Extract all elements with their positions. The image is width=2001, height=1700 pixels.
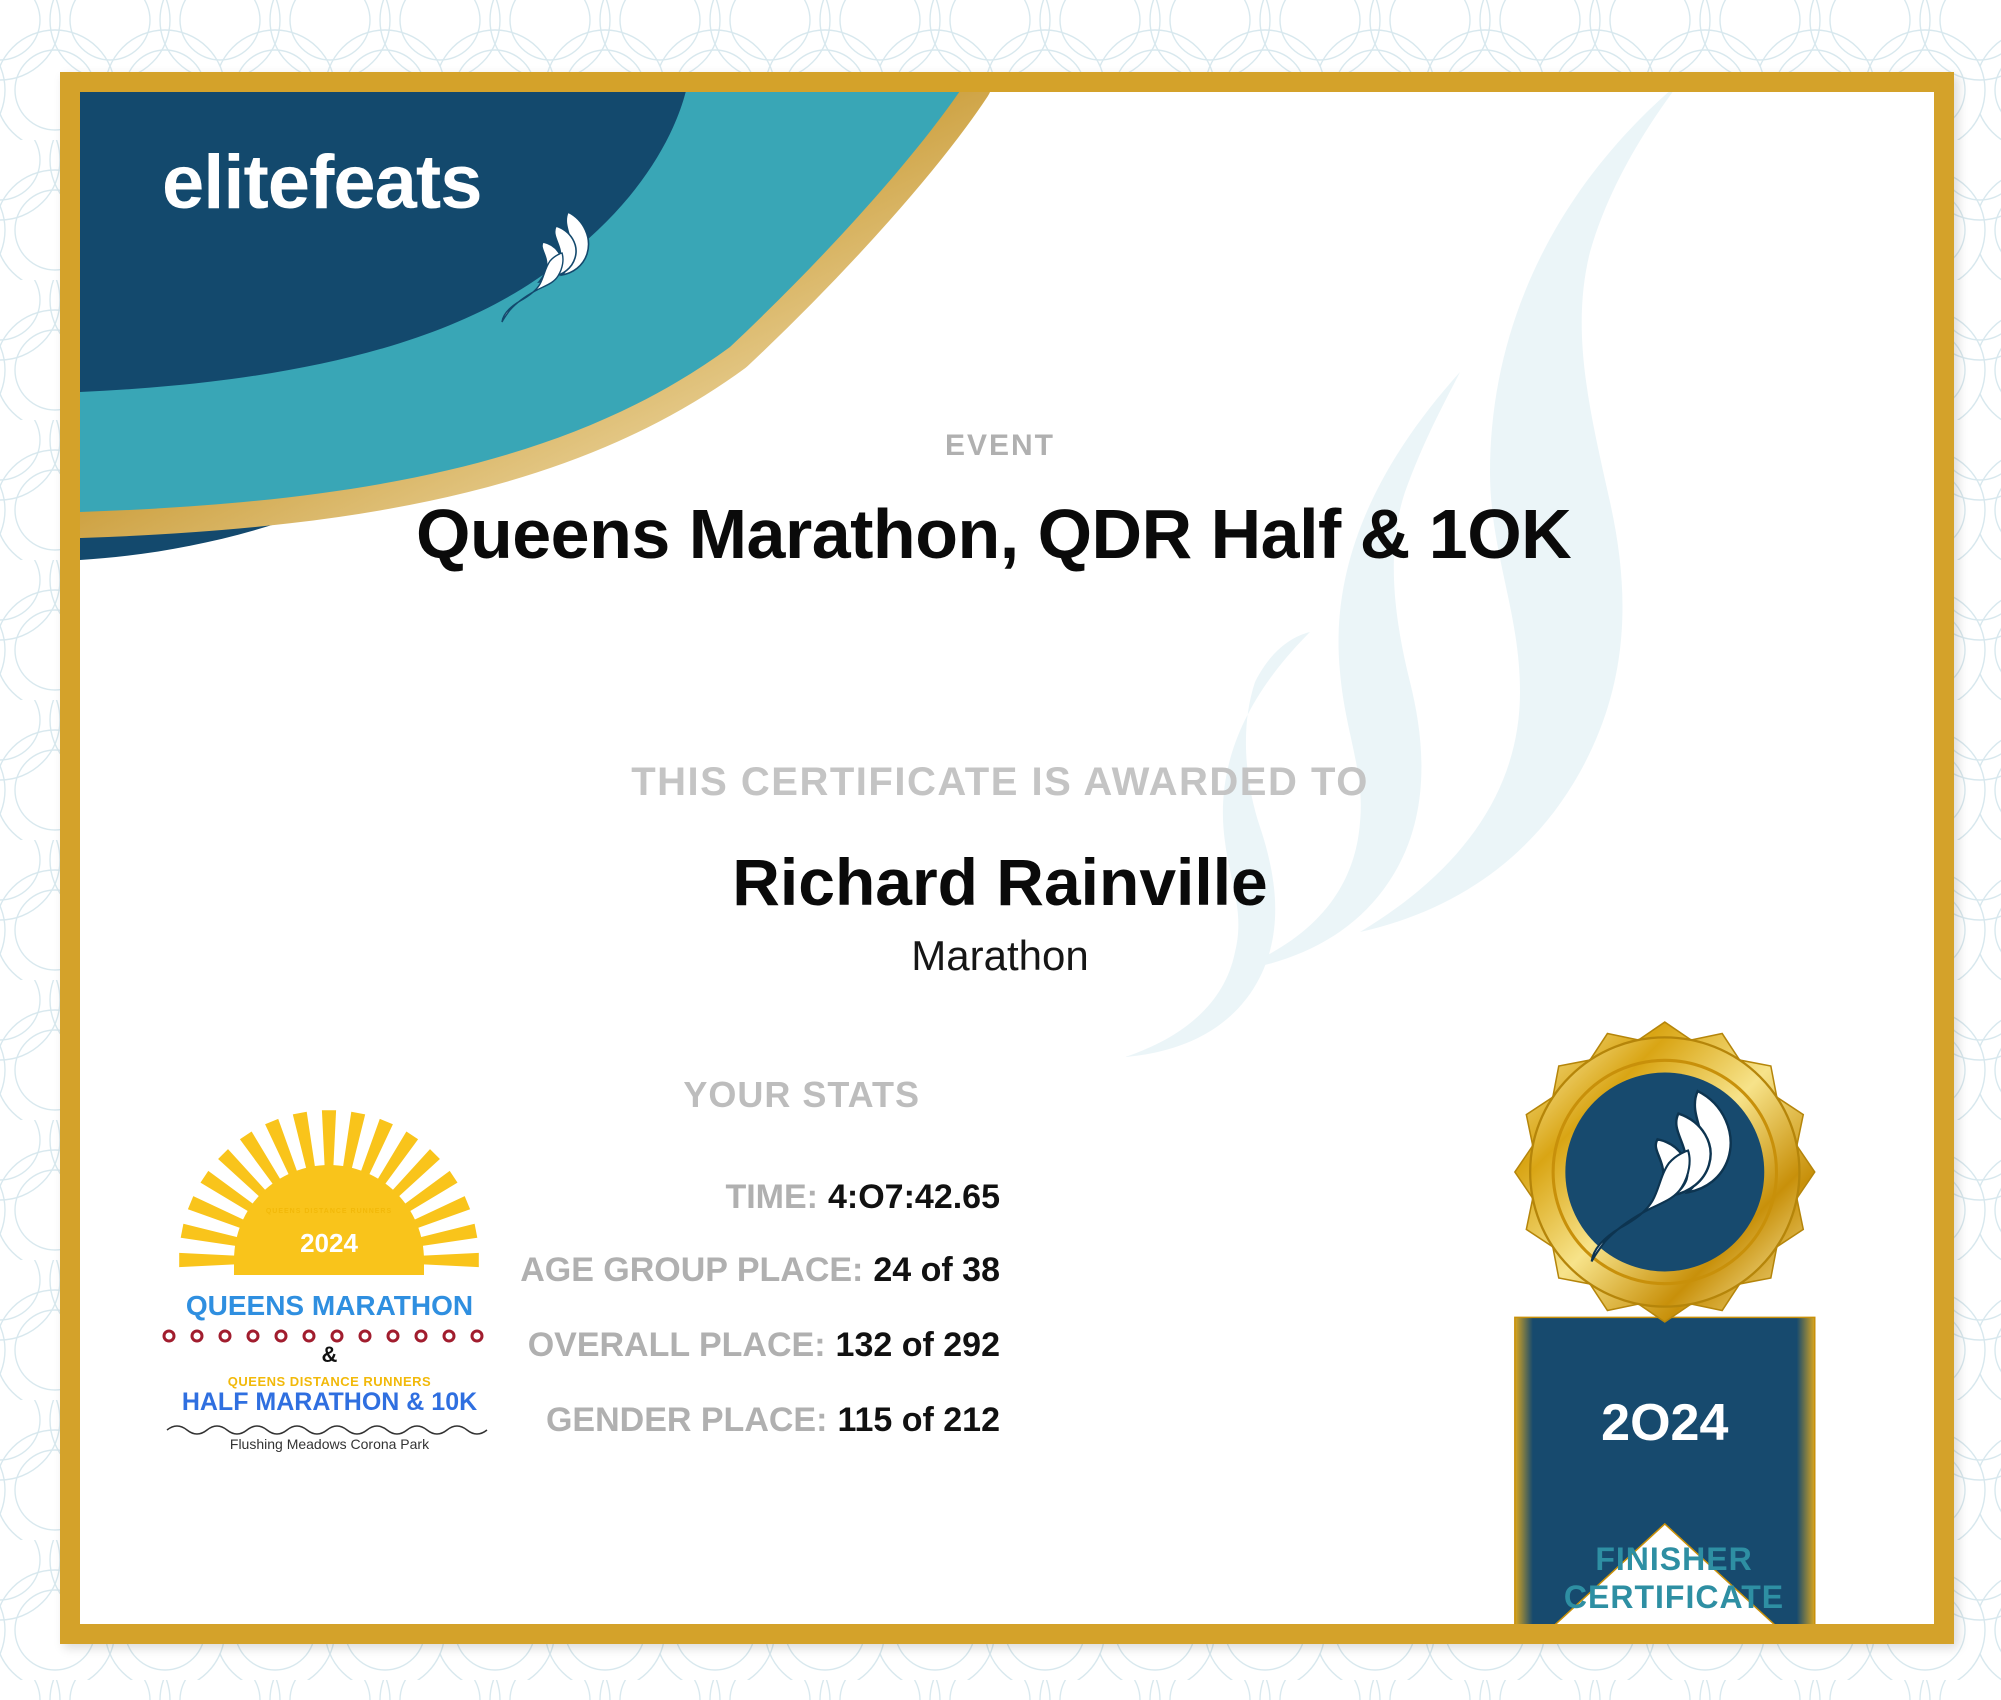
svg-text:QUEENS DISTANCE RUNNERS: QUEENS DISTANCE RUNNERS [266, 1208, 392, 1215]
svg-text:2O24: 2O24 [1601, 1394, 1728, 1452]
svg-text:2024: 2024 [300, 1228, 358, 1258]
